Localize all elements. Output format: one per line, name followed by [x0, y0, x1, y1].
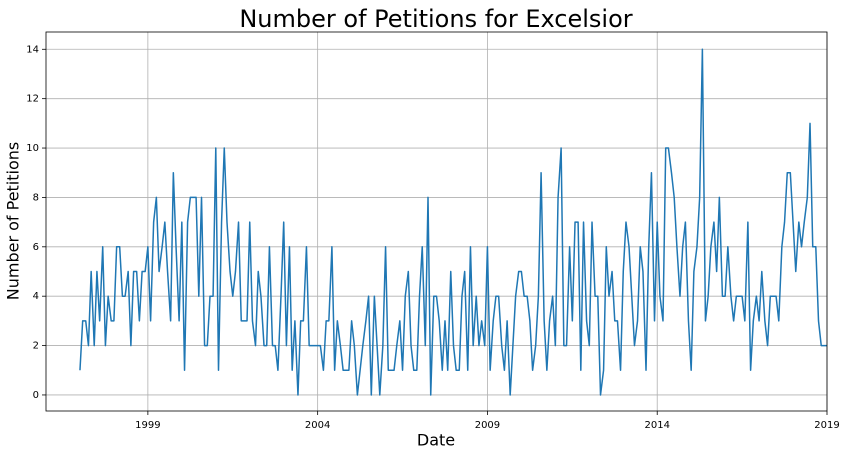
plot: [79, 48, 827, 396]
x-tick-label: 2009: [475, 420, 500, 431]
y-tick-label: 12: [26, 94, 39, 105]
x-tick-label: 2014: [644, 420, 669, 431]
data-line: [79, 48, 827, 396]
y-tick-label: 10: [26, 143, 39, 154]
x-tick-label: 2019: [814, 420, 839, 431]
y-tick-label: 6: [33, 242, 39, 253]
y-tick-label: 8: [33, 192, 39, 203]
x-tick-label: 2004: [305, 420, 330, 431]
y-tick-label: 14: [26, 44, 39, 55]
chart-title: Number of Petitions for Excelsior: [239, 5, 632, 33]
y-tick-label: 0: [33, 390, 39, 401]
x-tick-label: 1999: [135, 420, 160, 431]
y-tick-label: 2: [33, 341, 39, 352]
y-axis-label: Number of Petitions: [4, 142, 23, 301]
axes-frame: [45, 31, 828, 412]
y-tick-label: 4: [33, 291, 39, 302]
x-axis-label: Date: [417, 431, 455, 450]
